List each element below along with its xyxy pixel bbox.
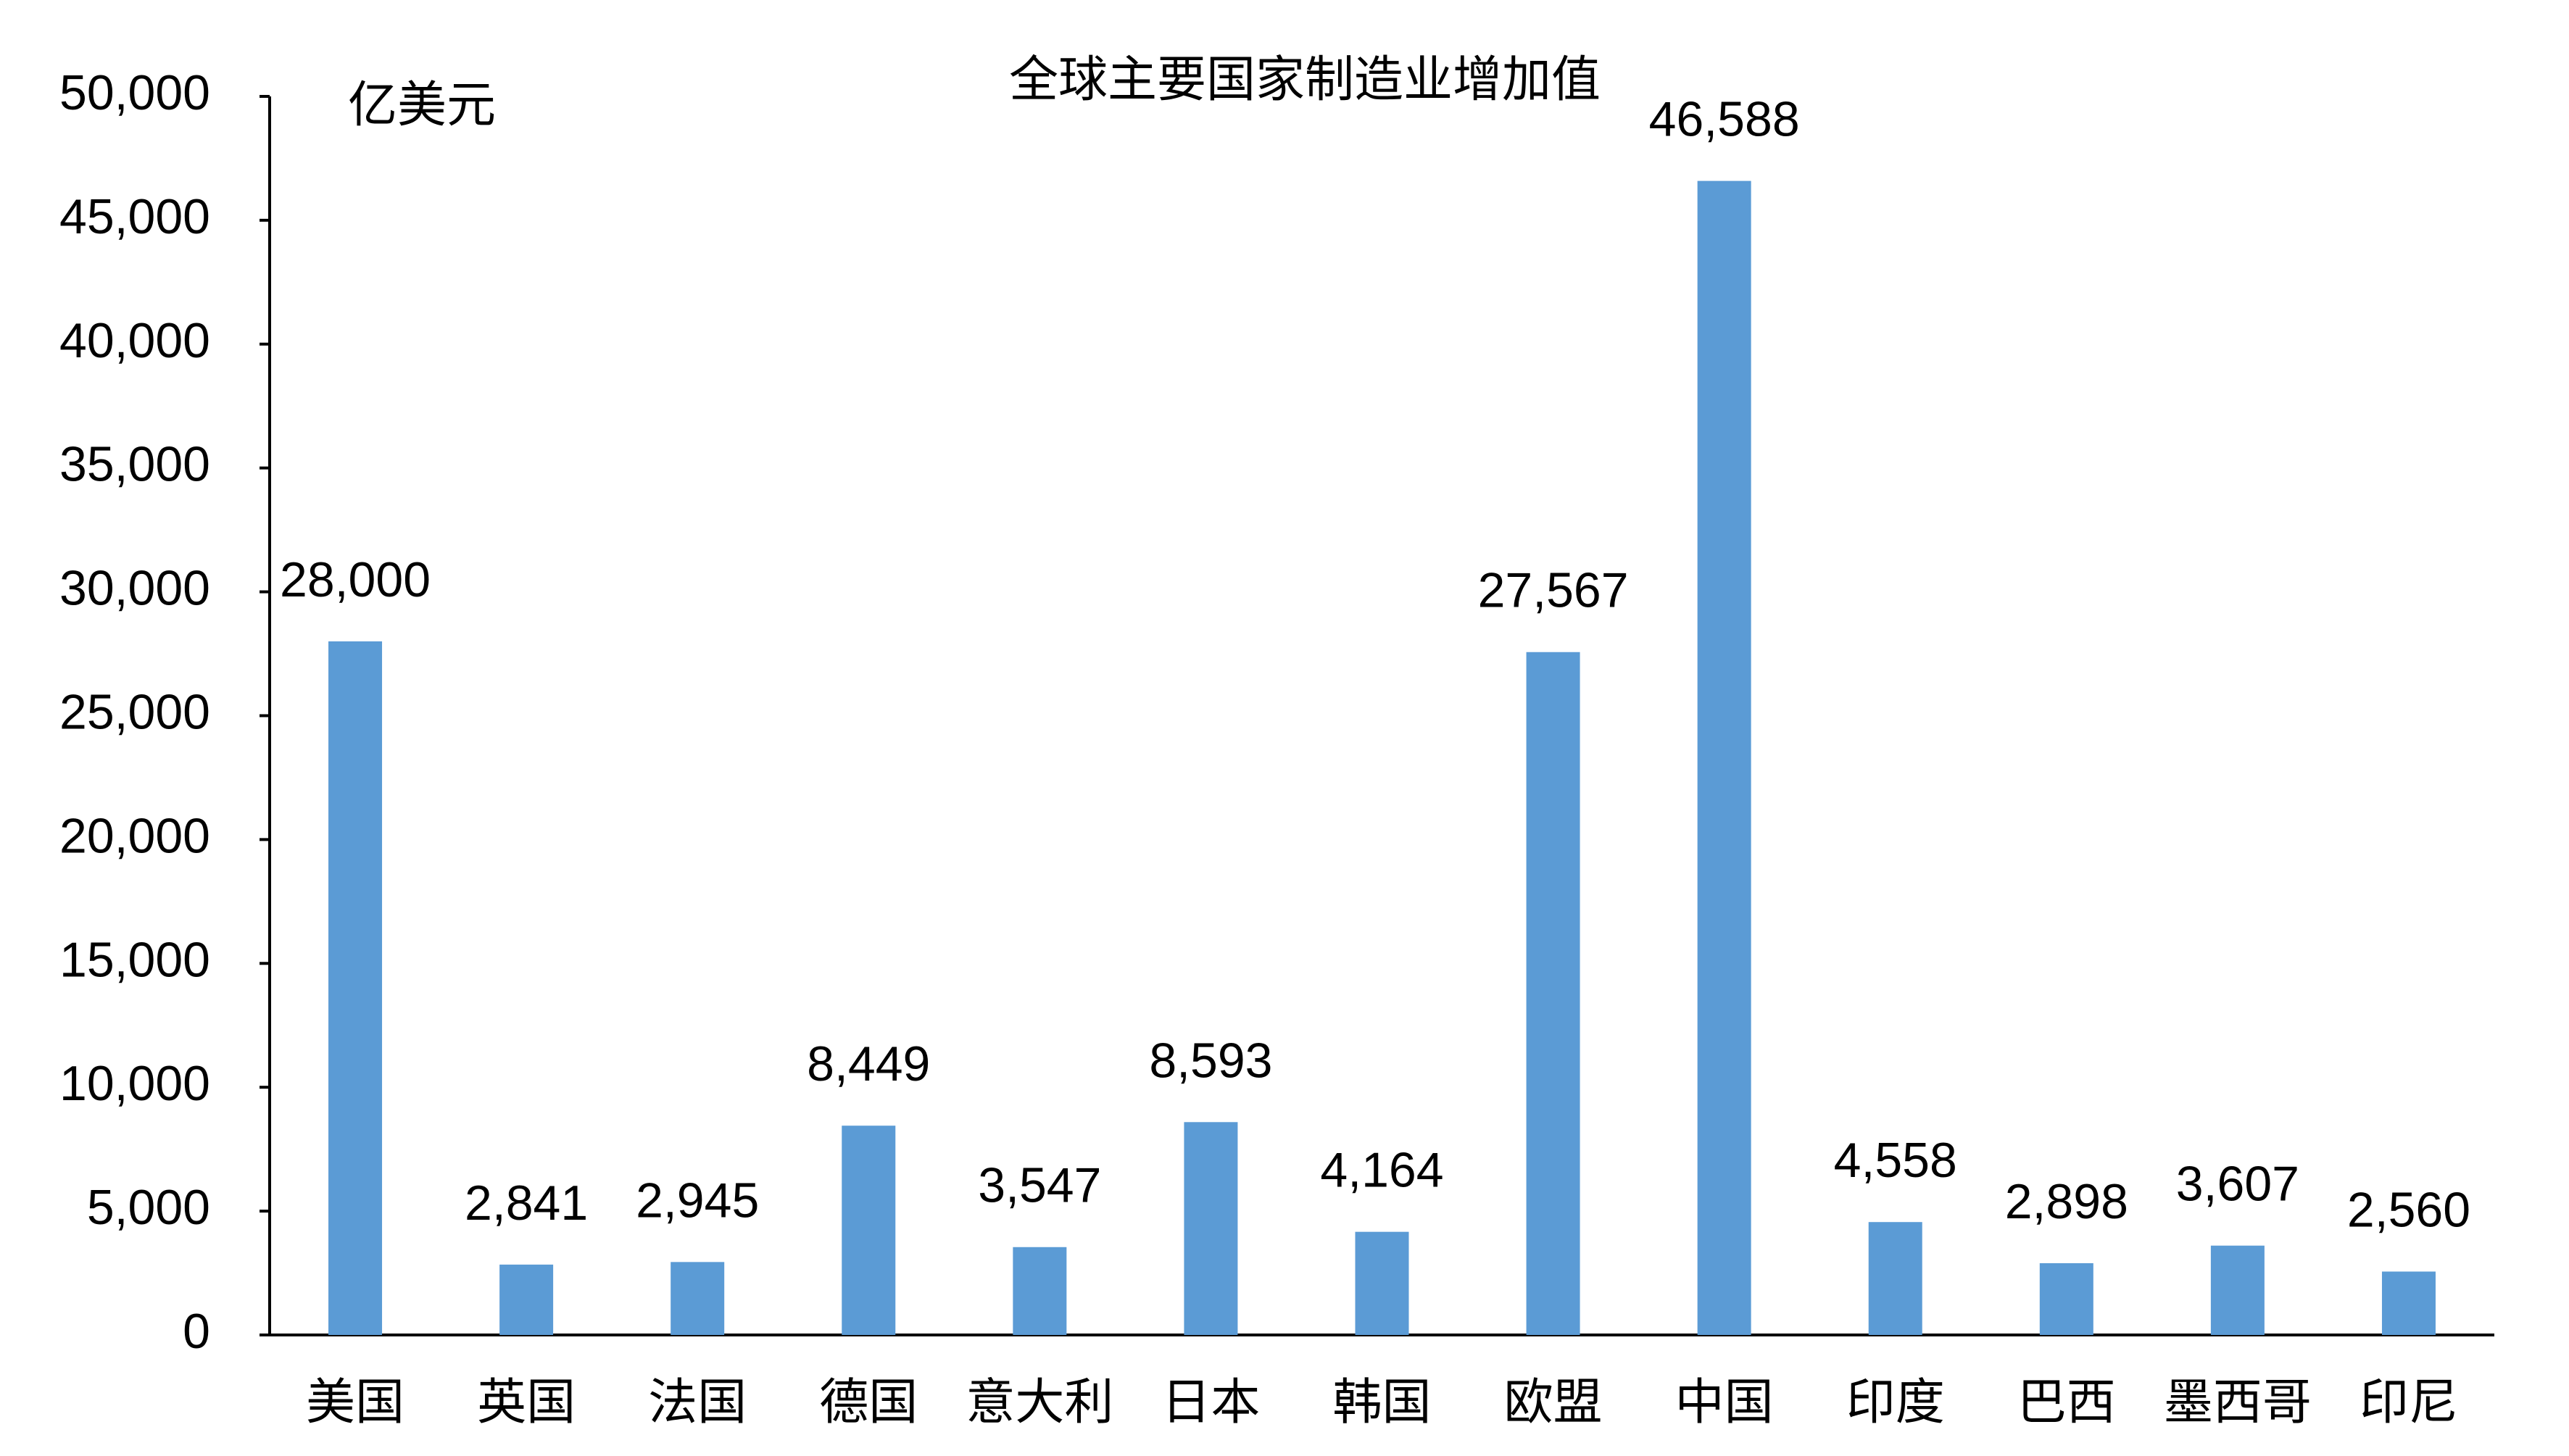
bar bbox=[1868, 1222, 1922, 1335]
y-tick-label: 25,000 bbox=[59, 684, 210, 739]
x-tick-label: 印尼 bbox=[2360, 1375, 2458, 1430]
y-tick-label: 50,000 bbox=[59, 65, 210, 120]
x-tick-label: 英国 bbox=[477, 1375, 576, 1430]
x-tick-label: 欧盟 bbox=[1504, 1375, 1603, 1430]
bar bbox=[2381, 1271, 2436, 1335]
bar bbox=[1697, 180, 1751, 1335]
y-tick-label: 45,000 bbox=[59, 189, 210, 244]
x-tick-label: 墨西哥 bbox=[2164, 1375, 2312, 1430]
value-label: 4,558 bbox=[1834, 1133, 1957, 1188]
value-label: 2,841 bbox=[465, 1176, 588, 1231]
x-tick-label: 韩国 bbox=[1332, 1375, 1431, 1430]
value-label: 28,000 bbox=[280, 552, 431, 607]
x-tick-label: 美国 bbox=[306, 1375, 404, 1430]
chart-title: 全球主要国家制造业增加值 bbox=[1009, 52, 1601, 107]
bar bbox=[1184, 1122, 1238, 1335]
value-label: 2,898 bbox=[2005, 1174, 2128, 1229]
y-tick-label: 10,000 bbox=[59, 1056, 210, 1111]
bar bbox=[1526, 652, 1580, 1335]
x-tick-label: 巴西 bbox=[2017, 1375, 2116, 1430]
value-label: 27,567 bbox=[1478, 563, 1629, 618]
bar bbox=[328, 641, 383, 1335]
bar bbox=[499, 1264, 554, 1335]
y-tick-label: 15,000 bbox=[59, 932, 210, 987]
x-tick-label: 中国 bbox=[1675, 1375, 1774, 1430]
value-label: 4,164 bbox=[1320, 1143, 1443, 1198]
value-label: 3,547 bbox=[978, 1158, 1101, 1213]
value-label: 46,588 bbox=[1649, 92, 1800, 147]
x-tick-label: 意大利 bbox=[966, 1375, 1113, 1430]
y-tick-label: 20,000 bbox=[59, 808, 210, 863]
x-tick-label: 德国 bbox=[819, 1375, 918, 1430]
bar bbox=[1355, 1231, 1409, 1335]
x-tick-label: 日本 bbox=[1161, 1375, 1260, 1430]
bar bbox=[842, 1126, 896, 1335]
bar bbox=[671, 1262, 725, 1335]
y-tick-label: 30,000 bbox=[59, 561, 210, 616]
y-tick-label: 35,000 bbox=[59, 437, 210, 492]
y-tick-label: 0 bbox=[183, 1304, 210, 1359]
x-tick-label: 印度 bbox=[1846, 1375, 1945, 1430]
bar bbox=[2210, 1245, 2265, 1335]
y-tick-label: 5,000 bbox=[87, 1180, 210, 1235]
bar bbox=[1013, 1247, 1067, 1335]
x-tick-label: 法国 bbox=[648, 1375, 747, 1430]
value-label: 8,593 bbox=[1149, 1033, 1272, 1088]
y-tick-label: 40,000 bbox=[59, 313, 210, 368]
value-label: 2,560 bbox=[2347, 1182, 2470, 1237]
bar bbox=[2039, 1262, 2093, 1335]
value-label: 8,449 bbox=[807, 1036, 930, 1091]
value-label: 2,945 bbox=[636, 1173, 759, 1228]
value-label: 3,607 bbox=[2176, 1157, 2299, 1212]
unit-label: 亿美元 bbox=[348, 78, 496, 133]
